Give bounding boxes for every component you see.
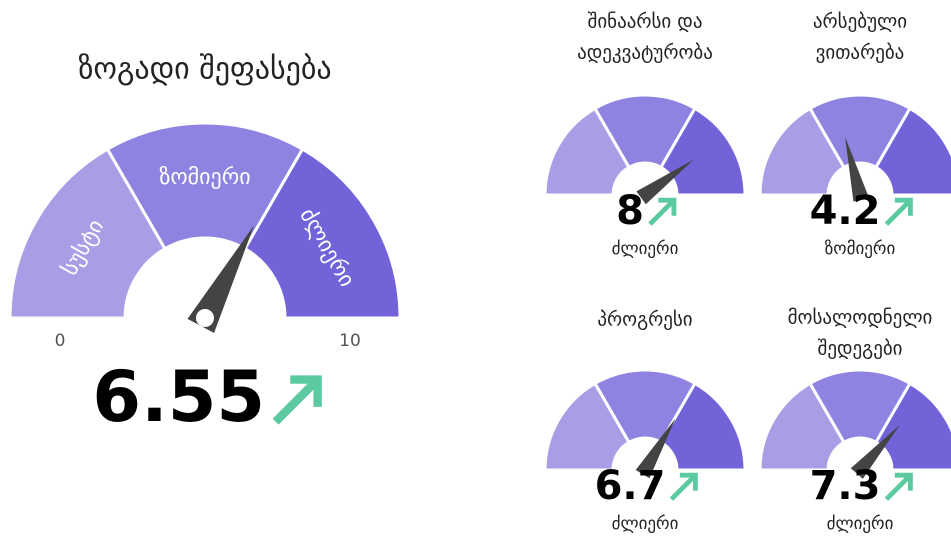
max-label: 10 bbox=[339, 331, 361, 351]
main-title: ზოგადი შეფასება bbox=[78, 52, 331, 87]
gauge-title: შედეგები bbox=[817, 338, 902, 360]
gauge-rating: ზომიერი bbox=[825, 239, 896, 259]
gauge-title: შინაარსი და bbox=[587, 11, 702, 33]
needle bbox=[187, 225, 255, 333]
band-label: ზომიერი bbox=[159, 165, 250, 190]
gauge-band bbox=[873, 106, 951, 197]
gauge-value: 4.2 bbox=[810, 188, 881, 234]
gauge-rating: ძლიერი bbox=[612, 514, 679, 534]
gauge-rating: ძლიერი bbox=[827, 514, 894, 534]
gauge-title: არსებული bbox=[813, 11, 907, 33]
trend-arrow bbox=[648, 197, 677, 226]
gauge-band bbox=[543, 381, 632, 472]
needle bbox=[635, 418, 676, 479]
gauge-rating: ძლიერი bbox=[612, 239, 679, 259]
gauge-band bbox=[543, 106, 632, 197]
gauge-band bbox=[758, 106, 847, 197]
trend-arrow bbox=[669, 472, 698, 501]
gauge-band bbox=[105, 121, 305, 251]
needle bbox=[850, 424, 900, 479]
gauge-value: 8 bbox=[616, 188, 644, 234]
gauge-band bbox=[758, 381, 847, 472]
min-label: 0 bbox=[55, 331, 66, 351]
trend-arrow bbox=[884, 197, 913, 226]
needle bbox=[636, 159, 694, 205]
gauge-title: მოსალოდნელი bbox=[788, 307, 933, 329]
gauge-title: პროგრესი bbox=[597, 309, 692, 331]
gauge-band bbox=[873, 381, 951, 472]
gauge-value: 7.3 bbox=[810, 463, 881, 509]
trend-arrow bbox=[272, 375, 322, 425]
trend-arrow bbox=[884, 472, 913, 501]
needle bbox=[845, 136, 869, 202]
gauge-band bbox=[658, 381, 747, 472]
gauge-title: ადეკვატურობა bbox=[577, 42, 713, 64]
gauge-band bbox=[242, 147, 402, 320]
gauge-value: 6.55 bbox=[92, 356, 265, 438]
gauge-title: ვითარება bbox=[816, 42, 905, 64]
needle-pivot bbox=[196, 309, 214, 327]
gauge-value: 6.7 bbox=[595, 463, 666, 509]
gauge-band bbox=[8, 147, 168, 320]
